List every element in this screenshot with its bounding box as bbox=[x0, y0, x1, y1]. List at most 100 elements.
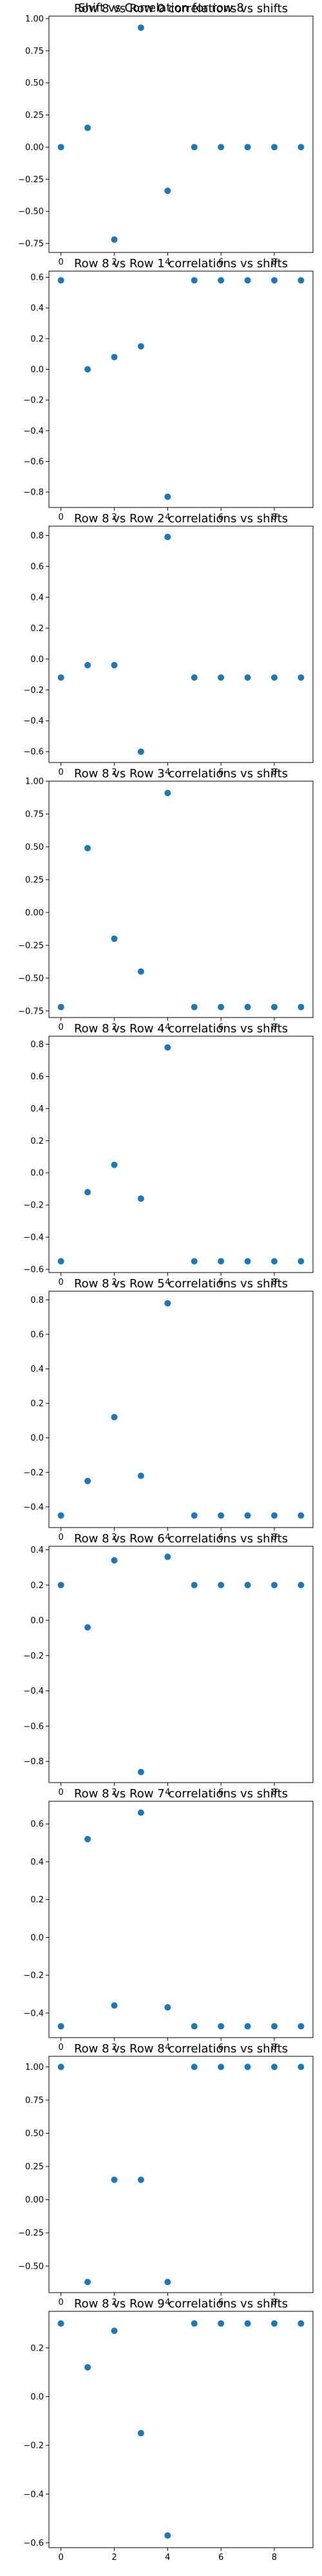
data-point bbox=[111, 1161, 118, 1168]
data-point bbox=[191, 2063, 198, 2070]
y-tick-label: 0.75 bbox=[25, 810, 44, 819]
x-tick-label: 2 bbox=[111, 2043, 117, 2052]
y-tick-label: 1.00 bbox=[25, 14, 44, 24]
y-tick-label: −0.50 bbox=[18, 974, 44, 983]
y-tick-label: 0.25 bbox=[25, 111, 44, 120]
data-point bbox=[111, 354, 118, 361]
x-tick-label: 8 bbox=[272, 768, 277, 777]
data-point bbox=[298, 2320, 305, 2327]
axes-frame bbox=[48, 1546, 314, 1783]
data-point bbox=[191, 1512, 198, 1519]
data-point bbox=[84, 661, 91, 668]
data-point bbox=[111, 236, 118, 243]
x-tick-label: 4 bbox=[165, 1278, 170, 1287]
x-tick-label: 4 bbox=[165, 1788, 170, 1797]
y-tick-label: 0.4 bbox=[30, 304, 44, 314]
y-tick-label: 0.0 bbox=[30, 1616, 44, 1626]
data-point bbox=[111, 2176, 118, 2183]
x-tick-label: 2 bbox=[111, 258, 117, 267]
x-tick-label: 2 bbox=[111, 1023, 117, 1032]
data-point bbox=[137, 24, 144, 31]
x-tick-label: 8 bbox=[272, 2553, 277, 2562]
data-point bbox=[298, 2023, 305, 2030]
axes-frame bbox=[48, 526, 314, 763]
subplot-6: Row 8 vs Row 6 correlations vs shifts 0 2 4… bbox=[23, 1532, 314, 1797]
subplots: Row 8 vs Row 0 correlations vs shifts 0 2 4… bbox=[18, 2, 314, 2562]
data-point bbox=[84, 2364, 91, 2371]
data-point bbox=[298, 1003, 305, 1010]
y-tick-label: 0.50 bbox=[25, 842, 44, 852]
x-tick-label: 0 bbox=[58, 768, 63, 777]
data-point bbox=[111, 661, 118, 668]
subplot-0: Row 8 vs Row 0 correlations vs shifts 0 2 4… bbox=[18, 2, 314, 267]
data-point bbox=[244, 2063, 251, 2070]
subplot-2: Row 8 vs Row 2 correlations vs shifts 0 2 4… bbox=[23, 512, 314, 777]
data-point bbox=[57, 2063, 64, 2070]
x-tick-label: 8 bbox=[272, 1533, 277, 1542]
data-point bbox=[298, 2063, 305, 2070]
data-point bbox=[218, 1582, 225, 1589]
data-point bbox=[84, 1624, 91, 1631]
y-tick-label: 0.00 bbox=[25, 143, 44, 153]
data-point bbox=[164, 2278, 171, 2286]
subplot-title: Row 8 vs Row 2 correlations vs shifts bbox=[74, 512, 288, 526]
axes-frame bbox=[48, 1291, 314, 1528]
y-tick-label: 0.4 bbox=[30, 1104, 44, 1114]
data-point bbox=[191, 2320, 198, 2327]
data-point bbox=[298, 277, 305, 284]
y-tick-label: 0.6 bbox=[30, 273, 44, 283]
x-tick-label: 8 bbox=[272, 2298, 277, 2307]
data-point bbox=[84, 1835, 91, 1842]
x-tick-label: 8 bbox=[272, 258, 277, 267]
x-tick-label: 0 bbox=[58, 258, 63, 267]
data-point bbox=[298, 144, 305, 151]
y-tick-label: 1.00 bbox=[25, 777, 44, 787]
y-tick-label: −0.4 bbox=[23, 426, 44, 436]
x-tick-label: 0 bbox=[58, 1278, 63, 1287]
data-point bbox=[57, 1003, 64, 1010]
y-tick-label: 0.0 bbox=[30, 365, 44, 375]
data-point bbox=[137, 2430, 144, 2437]
y-tick-label: −0.4 bbox=[23, 2009, 44, 2018]
data-point bbox=[164, 533, 171, 540]
x-tick-label: 4 bbox=[165, 258, 170, 267]
y-tick-label: −0.25 bbox=[18, 175, 44, 185]
data-point bbox=[57, 2320, 64, 2327]
data-point bbox=[218, 2063, 225, 2070]
axes-frame bbox=[48, 1801, 314, 2038]
x-tick-label: 0 bbox=[58, 513, 63, 522]
subplot-title: Row 8 vs Row 4 correlations vs shifts bbox=[74, 1022, 288, 1036]
data-point bbox=[57, 674, 64, 681]
x-tick-label: 2 bbox=[111, 768, 117, 777]
subplot-4: Row 8 vs Row 4 correlations vs shifts 0 2 4… bbox=[23, 1022, 314, 1287]
data-point bbox=[218, 1003, 225, 1010]
x-tick-label: 0 bbox=[58, 2298, 63, 2307]
data-point bbox=[164, 790, 171, 797]
y-tick-label: 0.50 bbox=[25, 2129, 44, 2139]
data-point bbox=[137, 2176, 144, 2183]
data-point bbox=[191, 2023, 198, 2030]
y-tick-label: −0.2 bbox=[23, 686, 44, 696]
x-tick-label: 8 bbox=[272, 513, 277, 522]
data-point bbox=[137, 748, 144, 755]
data-point bbox=[270, 144, 278, 151]
data-point bbox=[164, 1300, 171, 1307]
x-tick-label: 0 bbox=[58, 1788, 63, 1797]
x-tick-label: 6 bbox=[218, 768, 223, 777]
data-point bbox=[57, 144, 64, 151]
data-point bbox=[244, 674, 251, 681]
x-tick-label: 6 bbox=[218, 1278, 223, 1287]
x-tick-label: 8 bbox=[272, 1278, 277, 1287]
data-point bbox=[84, 124, 91, 131]
y-tick-label: 0.6 bbox=[30, 1330, 44, 1340]
y-tick-label: −0.4 bbox=[23, 717, 44, 726]
x-tick-label: 8 bbox=[272, 1023, 277, 1032]
data-point bbox=[164, 1553, 171, 1560]
data-point bbox=[244, 1582, 251, 1589]
x-tick-label: 4 bbox=[165, 513, 170, 522]
data-point bbox=[111, 935, 118, 942]
data-point bbox=[270, 674, 278, 681]
data-point bbox=[244, 1258, 251, 1265]
data-point bbox=[111, 1414, 118, 1421]
y-tick-label: 0.4 bbox=[30, 1857, 44, 1867]
